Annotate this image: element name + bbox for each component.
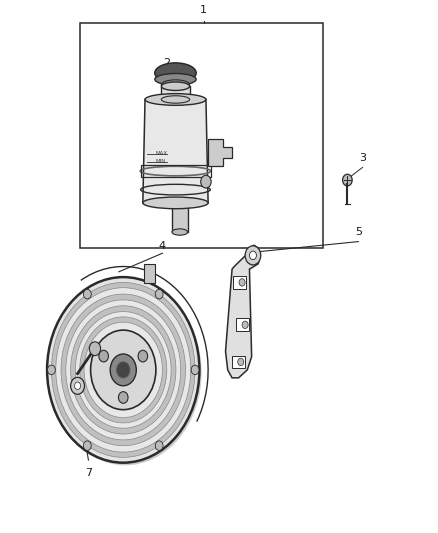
Ellipse shape — [155, 74, 196, 85]
Circle shape — [47, 277, 199, 463]
Circle shape — [84, 322, 162, 418]
Ellipse shape — [161, 82, 190, 91]
Text: MAX: MAX — [156, 151, 168, 156]
Circle shape — [61, 294, 185, 446]
Circle shape — [155, 289, 163, 299]
Text: 6: 6 — [85, 333, 92, 343]
Text: MIN: MIN — [156, 159, 166, 164]
Circle shape — [242, 321, 248, 328]
Circle shape — [138, 350, 148, 362]
Polygon shape — [208, 139, 232, 166]
Circle shape — [118, 392, 128, 403]
Bar — [144, 264, 155, 282]
Circle shape — [89, 342, 101, 356]
Text: 7: 7 — [85, 468, 92, 478]
Text: 5: 5 — [355, 228, 362, 237]
Circle shape — [47, 365, 55, 375]
Circle shape — [75, 312, 171, 428]
Text: 4: 4 — [159, 240, 166, 251]
Circle shape — [83, 441, 91, 450]
Circle shape — [99, 350, 109, 362]
Circle shape — [91, 330, 156, 410]
Circle shape — [201, 175, 211, 188]
Ellipse shape — [143, 197, 208, 209]
Bar — [172, 203, 187, 232]
Ellipse shape — [343, 174, 352, 186]
Circle shape — [80, 317, 167, 423]
Text: 3: 3 — [359, 153, 366, 163]
Circle shape — [66, 300, 181, 440]
Circle shape — [239, 279, 245, 286]
Circle shape — [191, 365, 199, 375]
Polygon shape — [143, 100, 208, 203]
Circle shape — [71, 377, 85, 394]
Polygon shape — [226, 245, 260, 378]
Circle shape — [117, 362, 130, 378]
Ellipse shape — [155, 63, 196, 83]
Bar — [80, 22, 323, 248]
Circle shape — [83, 289, 91, 299]
Circle shape — [74, 382, 81, 390]
Circle shape — [238, 358, 244, 366]
Bar — [141, 165, 211, 177]
Circle shape — [71, 306, 176, 434]
Circle shape — [49, 280, 201, 465]
Ellipse shape — [161, 80, 190, 90]
Circle shape — [56, 288, 191, 452]
Text: 1: 1 — [200, 5, 207, 14]
Circle shape — [245, 246, 261, 265]
Circle shape — [51, 282, 195, 457]
Bar — [232, 356, 245, 368]
Ellipse shape — [161, 96, 190, 103]
Circle shape — [110, 354, 136, 386]
Text: 2: 2 — [163, 58, 170, 68]
Bar — [161, 86, 190, 100]
Ellipse shape — [145, 94, 206, 106]
Bar — [233, 276, 247, 289]
Circle shape — [155, 441, 163, 450]
Ellipse shape — [172, 229, 187, 235]
Circle shape — [250, 251, 256, 260]
Bar — [237, 318, 250, 331]
